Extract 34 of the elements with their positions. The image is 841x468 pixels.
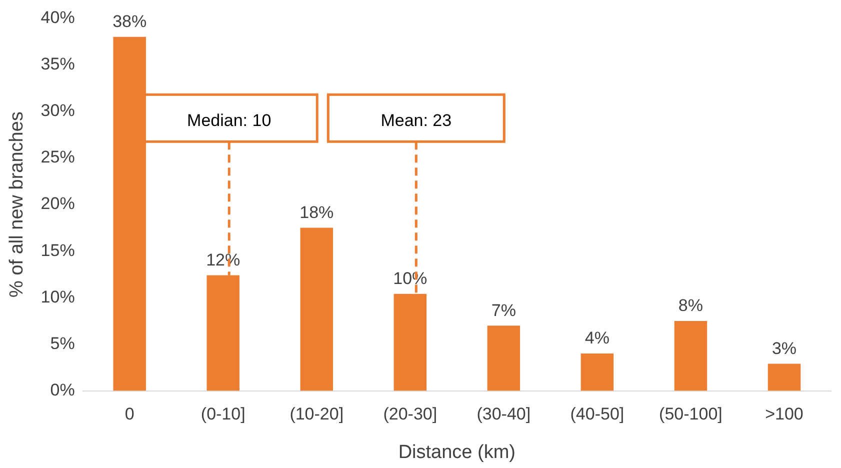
x-tick-label: (0-10] xyxy=(200,404,246,424)
data-label: 8% xyxy=(678,296,704,316)
data-label: 10% xyxy=(393,269,428,288)
y-tick-label: 40% xyxy=(40,8,75,27)
y-tick-label: 30% xyxy=(40,101,75,120)
y-tick-label: 25% xyxy=(40,148,75,167)
y-tick-label: 20% xyxy=(40,194,75,214)
y-tick-label: 35% xyxy=(40,54,75,74)
bar xyxy=(487,326,520,391)
bar xyxy=(768,364,801,391)
annotation: Mean: 23 xyxy=(380,110,452,130)
data-label: 7% xyxy=(491,300,516,320)
x-tick-label: (40-50] xyxy=(570,404,624,424)
x-tick-label: (50-100] xyxy=(659,404,722,424)
y-tick-label: 10% xyxy=(40,287,75,306)
x-tick-label: (30-40] xyxy=(476,404,531,424)
data-label: 12% xyxy=(206,250,240,270)
x-tick-label: >100 xyxy=(765,404,804,424)
bar xyxy=(580,354,614,391)
data-label: 18% xyxy=(300,202,334,222)
bar xyxy=(674,320,708,391)
annotation: Median: 10 xyxy=(187,110,272,130)
data-label: 38% xyxy=(112,12,147,32)
data-label: 4% xyxy=(584,328,610,348)
y-tick-label: 5% xyxy=(50,334,75,353)
y-tick-label: 0% xyxy=(50,380,75,400)
x-tick-label: (20-30] xyxy=(383,404,438,424)
data-label: 3% xyxy=(772,338,797,358)
bar xyxy=(300,228,333,391)
x-tick-label: (10-20] xyxy=(290,404,344,424)
x-axis-title: Distance (km) xyxy=(398,442,516,463)
x-tick-label: 0 xyxy=(124,404,134,424)
y-axis-title: % of all new branches xyxy=(6,112,28,298)
y-tick-label: 15% xyxy=(40,240,75,260)
